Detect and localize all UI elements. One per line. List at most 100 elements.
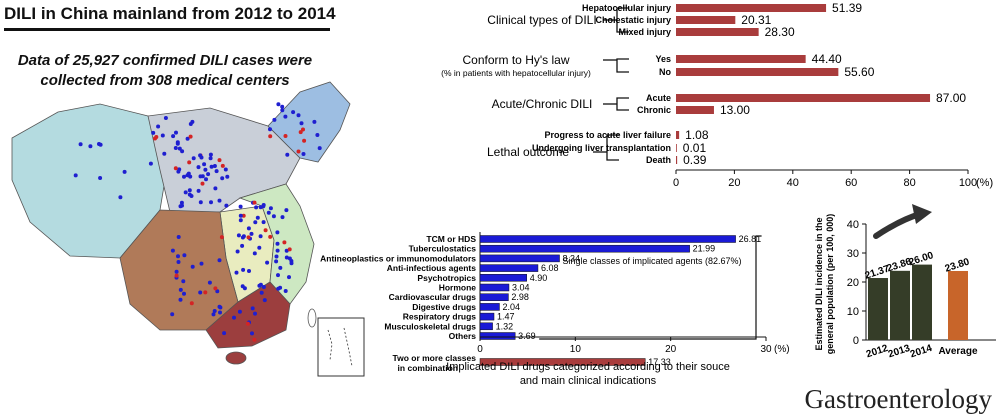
medical-center-marker	[154, 135, 159, 139]
medical-center-marker	[181, 279, 186, 284]
x-unit-label: (%)	[774, 344, 790, 355]
medical-center-marker	[217, 158, 222, 163]
medical-center-marker	[268, 134, 273, 139]
data-summary-line-2: collected from 308 medical centers	[40, 72, 290, 89]
bar	[676, 156, 678, 164]
medical-center-marker	[174, 130, 178, 135]
bar-value-label: 44.40	[812, 52, 842, 66]
medical-center-marker	[275, 230, 280, 235]
x-tick-label: 100	[959, 177, 977, 189]
medical-center-marker	[275, 248, 280, 253]
medical-center-marker	[217, 258, 222, 263]
bar	[479, 283, 510, 292]
bar-label: Others	[449, 331, 477, 341]
bar	[479, 332, 516, 340]
medical-center-marker	[98, 176, 103, 180]
group-label-1: Conform to Hy's law	[463, 53, 570, 67]
bar-label: Chronic	[637, 105, 671, 115]
medical-center-marker	[259, 290, 264, 295]
medical-center-marker	[315, 133, 320, 137]
medical-center-marker	[241, 267, 246, 272]
x-tick-label: 0	[673, 177, 679, 189]
bar	[676, 106, 714, 114]
bar-label: Anti-infectious agents	[387, 263, 477, 273]
medical-center-marker	[218, 310, 222, 315]
south-china-sea-inset	[317, 317, 365, 377]
medical-center-marker	[238, 204, 243, 209]
medical-center-marker	[252, 337, 257, 342]
chart-caption-line-2: and main clinical indications	[520, 375, 657, 387]
group-bracket-3	[606, 134, 619, 161]
x-tick-label: 2012	[865, 343, 890, 360]
bar-label: No	[659, 67, 671, 77]
medical-center-marker	[209, 164, 214, 169]
medical-center-marker	[189, 194, 194, 198]
medical-center-marker	[213, 186, 218, 191]
medical-center-marker	[275, 241, 280, 246]
bar-label: Digestive drugs	[412, 302, 476, 312]
medical-center-marker	[241, 213, 246, 218]
medical-center-marker	[296, 149, 301, 154]
trend-arrow-icon	[873, 211, 923, 239]
bar-value-label: 3.04	[512, 283, 530, 293]
bar-value-label: 20.31	[741, 13, 771, 27]
medical-center-marker	[252, 200, 257, 205]
medical-center-marker	[214, 169, 219, 174]
medical-center-marker	[291, 110, 296, 115]
bar-value-label: 1.32	[496, 321, 514, 331]
medical-center-marker	[253, 220, 258, 225]
medical-center-marker	[236, 233, 241, 238]
medical-center-marker	[257, 245, 262, 250]
x-tick-label: 30	[760, 344, 772, 355]
medical-center-marker	[173, 166, 178, 171]
medical-center-marker	[196, 165, 201, 170]
medical-center-marker	[175, 141, 180, 146]
medical-center-marker	[268, 234, 273, 239]
medical-center-marker	[254, 205, 259, 210]
bar-value-label: 8.34	[563, 253, 581, 263]
medical-center-marker	[179, 200, 184, 205]
x-tick-label: 0	[477, 344, 483, 355]
medical-center-marker	[171, 134, 176, 139]
bar-label: Undergoing liver transplantation	[532, 143, 671, 153]
chart-caption-line-1: Implicated DILI drugs categorized accord…	[446, 361, 730, 373]
medical-center-marker	[283, 114, 288, 119]
bar	[479, 358, 646, 366]
bar-label: Cholestatic injury	[595, 15, 671, 25]
medical-center-marker	[276, 286, 281, 291]
medical-center-marker	[170, 312, 175, 317]
medical-center-marker	[163, 116, 168, 120]
medical-center-marker	[217, 304, 222, 309]
group-bracket-1	[616, 58, 629, 73]
map-regions	[11, 81, 351, 365]
x-tick-label: Average	[938, 346, 978, 357]
medical-center-marker	[178, 287, 183, 292]
y-axis-label: Estimated DILI incidence in thegeneral p…	[814, 214, 835, 355]
bar	[868, 278, 888, 340]
group-bracket-2	[616, 97, 629, 111]
medical-center-marker	[261, 285, 266, 289]
bar	[676, 55, 806, 63]
bar-value-label: 21.99	[693, 244, 716, 254]
medical-center-marker	[234, 270, 239, 275]
title-underline	[4, 28, 330, 31]
inset-islands	[327, 327, 353, 367]
bar	[479, 235, 736, 243]
medical-center-marker	[211, 312, 216, 317]
medical-center-marker	[222, 331, 227, 336]
y-tick-label: 40	[847, 219, 859, 231]
medical-center-marker	[261, 220, 266, 225]
group-label-2: Acute/Chronic DILI	[492, 97, 593, 111]
medical-center-marker	[182, 291, 186, 296]
medical-center-marker	[160, 133, 165, 138]
medical-center-marker	[235, 249, 240, 254]
medical-center-marker	[240, 243, 245, 248]
medical-center-marker	[177, 146, 182, 151]
medical-center-marker	[255, 215, 260, 220]
medical-center-marker	[263, 228, 268, 233]
medical-center-marker	[182, 174, 186, 179]
bar-value-label: 51.39	[832, 1, 862, 15]
medical-center-marker	[238, 213, 243, 218]
bar	[479, 254, 560, 263]
bar-value-label: 87.00	[936, 91, 966, 105]
